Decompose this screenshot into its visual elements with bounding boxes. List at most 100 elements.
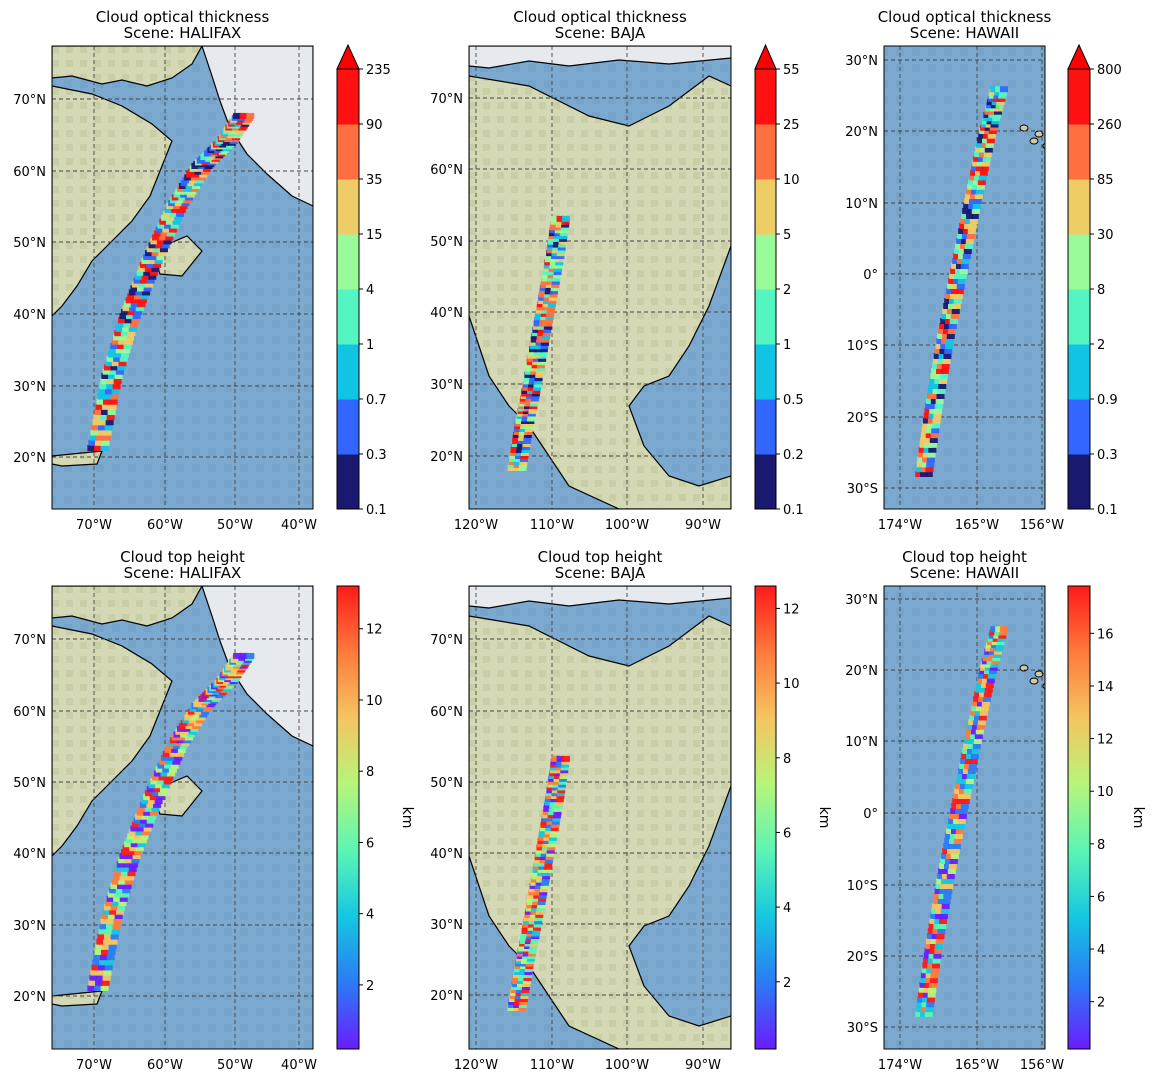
swath-cell	[535, 307, 544, 314]
swath-cell	[915, 471, 924, 477]
swath-cell	[997, 635, 1006, 642]
swath-cell	[959, 248, 967, 254]
swath-cell	[539, 288, 548, 295]
swath-cell	[941, 903, 950, 909]
swath-cell	[932, 417, 941, 424]
colorbar: 2 4 6 8 10 12 km	[336, 585, 415, 1050]
swath-cell	[138, 821, 147, 828]
swath-cell	[956, 823, 965, 829]
swath-cell	[165, 218, 174, 225]
swath-cell	[989, 89, 998, 96]
swath-cell	[960, 783, 968, 789]
swath-cell	[561, 755, 570, 762]
swath-cell	[531, 873, 540, 880]
y-tick-label: 60°N	[13, 165, 46, 180]
swath-cell	[968, 719, 977, 726]
panel-title: Cloud top height	[538, 548, 663, 566]
island-2	[1019, 664, 1029, 672]
swath-cell	[951, 828, 959, 834]
land-0	[52, 625, 173, 857]
swath-cell	[530, 879, 539, 886]
swath-cell	[963, 228, 971, 234]
swath-cell	[177, 746, 186, 753]
swath-cell	[965, 778, 974, 784]
colorbar-bin	[755, 399, 776, 455]
swath-cell	[984, 668, 992, 674]
swath-cell	[927, 928, 936, 934]
swath-cell	[539, 349, 548, 356]
swath-cell	[923, 417, 932, 424]
swath-cell	[119, 874, 128, 881]
swath-cell	[233, 112, 242, 119]
swath-cell	[934, 943, 943, 949]
swath-cell	[546, 850, 555, 857]
swath-cell	[967, 208, 975, 214]
swath-cell	[544, 828, 553, 835]
swath-cell	[950, 808, 959, 814]
colorbar-tick-label: 8	[1097, 283, 1105, 298]
swath-cell	[522, 924, 531, 931]
y-tick-label: 20°N	[430, 450, 463, 465]
swath-cell	[525, 365, 534, 372]
swath-cell	[535, 339, 544, 346]
colorbar-tick-label: 2	[1097, 338, 1105, 353]
swath-cell	[935, 343, 944, 349]
swath-cell	[239, 112, 248, 119]
island-0	[1029, 677, 1039, 685]
swath-cell	[528, 889, 537, 896]
swath-cell	[539, 889, 548, 896]
swath-cell	[540, 314, 549, 321]
swath-cell	[105, 360, 114, 367]
swath-cell	[527, 388, 535, 394]
swath-cell	[922, 451, 931, 458]
swath-cell	[97, 969, 105, 976]
swath-cell	[528, 381, 537, 388]
swath-cell	[117, 883, 125, 889]
swath-cell	[964, 198, 973, 204]
swath-cell	[111, 928, 120, 935]
swath-cell	[543, 265, 552, 272]
colorbar-tick-label: 800	[1097, 63, 1122, 78]
swath-cell	[925, 977, 933, 983]
swath-cell	[544, 860, 553, 867]
swath-cell	[973, 155, 982, 162]
swath-cell	[960, 218, 969, 224]
swath-cell	[543, 838, 551, 844]
swath-cell	[986, 677, 995, 684]
swath-cell	[548, 809, 557, 816]
swath-cell	[105, 419, 114, 426]
swath-cell	[952, 303, 961, 309]
swath-cell	[953, 253, 962, 259]
swath-cell	[116, 321, 125, 328]
swath-cell	[927, 957, 936, 964]
swath-cell	[922, 996, 931, 1003]
swath-cell	[123, 861, 132, 868]
swath-cell	[987, 635, 996, 642]
swath-cell	[545, 796, 554, 803]
swath-cell	[127, 309, 136, 316]
swath-cell	[540, 883, 549, 889]
swath-cell	[926, 967, 935, 974]
swath-cell	[133, 833, 142, 840]
swath-cell	[142, 289, 151, 296]
swath-cell	[952, 258, 961, 264]
land-1	[52, 586, 203, 627]
swath-cell	[937, 898, 946, 904]
y-tick-label: 50°N	[13, 776, 46, 791]
swath	[507, 215, 570, 471]
swath-cell	[992, 95, 1001, 102]
swath-cell	[129, 305, 138, 312]
colorbar-tick-label: 10	[783, 677, 800, 692]
y-tick-label: 0°	[863, 807, 878, 822]
colorbar-bin	[1068, 69, 1090, 125]
swath-cell	[540, 343, 549, 349]
swath-cell	[148, 798, 156, 804]
swath-cell	[926, 996, 935, 1003]
swath-cell	[961, 238, 969, 244]
swath-cell	[102, 403, 110, 410]
swath-cell	[533, 892, 542, 899]
swath-cell	[533, 349, 542, 356]
colorbar-tick-label: 0.7	[366, 393, 387, 408]
swath-cell	[967, 183, 976, 190]
swath-cell	[527, 355, 536, 362]
